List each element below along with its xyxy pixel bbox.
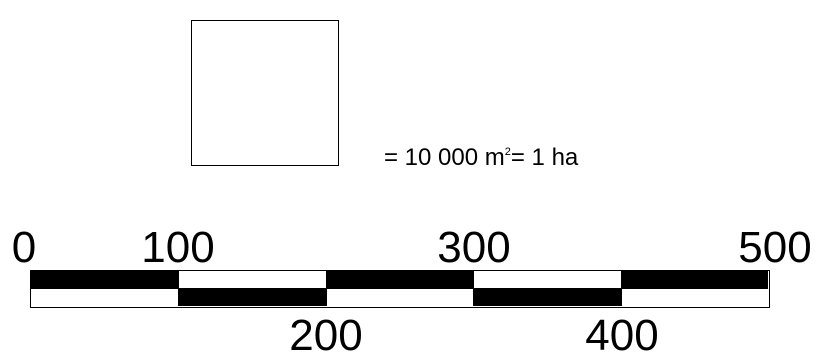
scale-label-above-300: 300	[437, 223, 511, 272]
scale-segment-top-3	[325, 271, 474, 289]
scale-segment-bottom-1	[31, 288, 179, 306]
scale-segment-bottom-2	[178, 288, 326, 306]
scale-segment-top-4	[473, 271, 621, 289]
scale-segment-bottom-5	[620, 288, 768, 306]
area-equation: = 10 000 m2= 1 ha	[384, 143, 578, 173]
scale-segment-bottom-4	[473, 288, 621, 306]
hectare-square	[191, 20, 339, 166]
scale-label-below-200: 200	[289, 311, 363, 360]
scale-segment-bottom-3	[325, 288, 474, 306]
equation-exponent: 2	[504, 146, 511, 158]
scale-label-above-500: 500	[738, 223, 812, 272]
scale-label-below-400: 400	[585, 311, 659, 360]
equation-prefix: = 10 000 m	[384, 144, 505, 171]
scale-segment-top-2	[178, 271, 326, 289]
scale-bar	[30, 270, 770, 308]
equation-suffix: = 1 ha	[510, 144, 579, 171]
scale-segment-top-1	[31, 271, 179, 289]
scale-segment-top-5	[620, 271, 768, 289]
scale-label-above-0: 0	[11, 223, 37, 272]
scale-midline	[31, 287, 768, 290]
scale-label-above-100: 100	[141, 223, 215, 272]
